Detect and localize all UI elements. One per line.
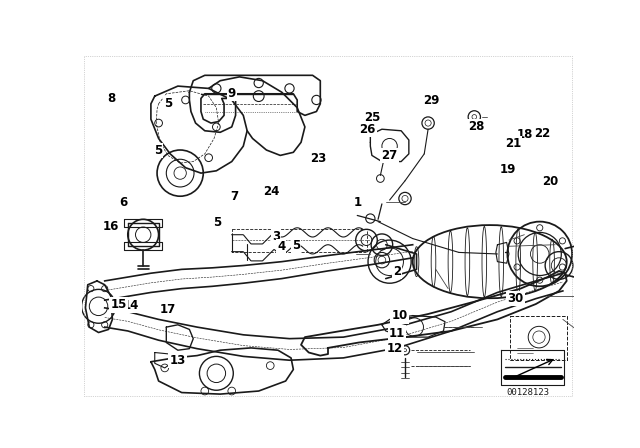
Text: 26: 26 bbox=[359, 123, 376, 136]
Text: 6: 6 bbox=[120, 196, 127, 209]
Text: 22: 22 bbox=[534, 127, 550, 140]
Text: 14: 14 bbox=[123, 299, 139, 312]
Text: 10: 10 bbox=[391, 310, 408, 323]
Text: 30: 30 bbox=[507, 292, 524, 305]
Text: 8: 8 bbox=[107, 92, 115, 105]
Text: 5: 5 bbox=[164, 97, 172, 110]
Text: 11: 11 bbox=[389, 327, 405, 340]
Text: 16: 16 bbox=[103, 220, 119, 233]
Text: 12: 12 bbox=[387, 342, 403, 355]
Text: 00128123: 00128123 bbox=[507, 388, 550, 397]
Text: 24: 24 bbox=[263, 185, 280, 198]
Text: 20: 20 bbox=[541, 175, 558, 188]
Text: 29: 29 bbox=[423, 94, 440, 107]
Text: 5: 5 bbox=[154, 144, 162, 157]
Text: 5: 5 bbox=[213, 216, 221, 229]
Text: 9: 9 bbox=[228, 87, 236, 100]
Text: 17: 17 bbox=[160, 302, 176, 315]
Text: 18: 18 bbox=[517, 128, 533, 141]
Text: 3: 3 bbox=[272, 230, 280, 243]
Text: 5: 5 bbox=[292, 239, 300, 252]
Text: 1: 1 bbox=[353, 196, 362, 209]
Text: 7: 7 bbox=[230, 190, 239, 203]
Text: 13: 13 bbox=[170, 354, 186, 367]
Text: 28: 28 bbox=[468, 120, 484, 133]
Text: 21: 21 bbox=[505, 137, 521, 150]
Text: 19: 19 bbox=[500, 163, 516, 176]
Text: 2: 2 bbox=[393, 265, 401, 278]
Text: 25: 25 bbox=[364, 111, 381, 124]
Text: 23: 23 bbox=[310, 152, 326, 165]
Text: 27: 27 bbox=[381, 149, 397, 162]
Text: 15: 15 bbox=[110, 298, 127, 311]
Text: 4: 4 bbox=[277, 241, 285, 254]
